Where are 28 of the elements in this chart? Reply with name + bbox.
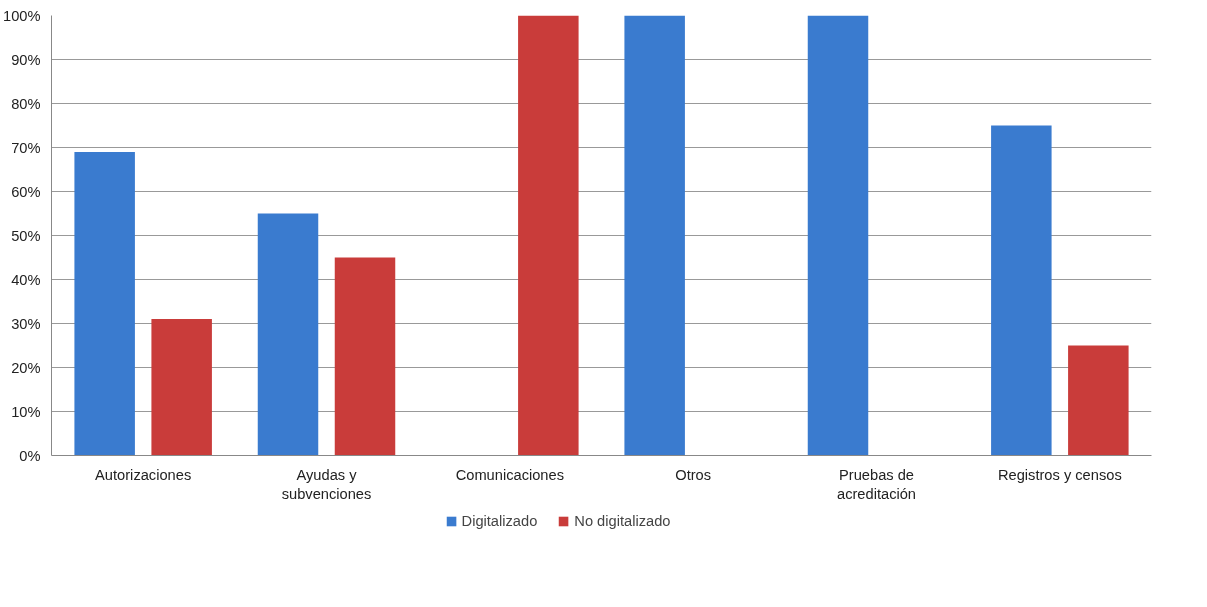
bar: [334, 257, 396, 456]
y-tick-label: 20%: [11, 359, 41, 376]
bar: [624, 15, 685, 456]
x-tick-label: Comunicaciones: [455, 466, 565, 483]
y-tick-label: 50%: [11, 227, 41, 244]
bar: [257, 213, 319, 456]
x-tick-label: Otros: [675, 466, 712, 483]
bar: [807, 15, 869, 456]
x-tick-label: Autorizaciones: [95, 466, 192, 483]
bar: [151, 319, 212, 456]
y-tick-label: 40%: [11, 271, 41, 288]
x-tick-label: Ayudas y subvenciones: [281, 466, 372, 502]
y-tick-label: 80%: [11, 95, 41, 112]
y-tick-label: 30%: [11, 315, 41, 332]
y-tick-label: 10%: [11, 403, 41, 420]
bar: [518, 15, 579, 456]
legend-label: No digitalizado: [574, 513, 671, 529]
y-tick-label: 100%: [3, 7, 41, 24]
y-tick-label: 0%: [19, 447, 41, 464]
legend-label: Digitalizado: [461, 513, 538, 529]
x-tick-label: Registros y censos: [997, 466, 1122, 483]
bar: [991, 125, 1052, 456]
y-tick-label: 60%: [11, 183, 41, 200]
bar: [1068, 345, 1129, 456]
y-tick-label: 70%: [11, 139, 41, 156]
y-tick-label: 90%: [11, 51, 41, 68]
x-tick-label: Pruebas de acreditación: [836, 466, 917, 502]
bar: [74, 151, 135, 456]
